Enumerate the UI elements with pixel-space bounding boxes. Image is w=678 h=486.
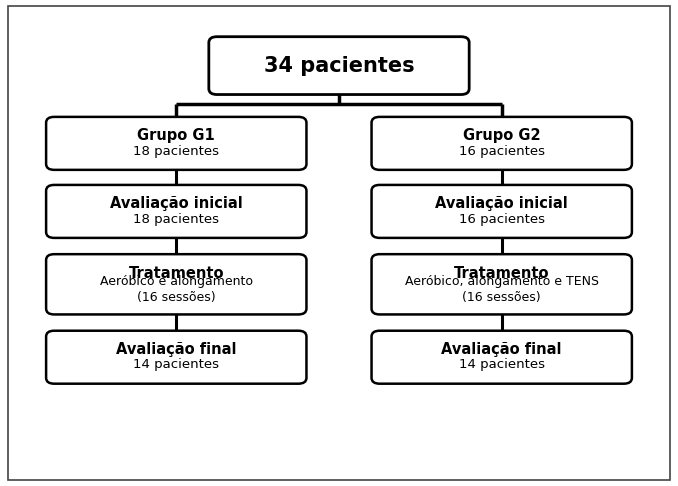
Text: 34 pacientes: 34 pacientes bbox=[264, 55, 414, 76]
FancyBboxPatch shape bbox=[372, 185, 632, 238]
FancyBboxPatch shape bbox=[372, 330, 632, 384]
Text: Avaliação inicial: Avaliação inicial bbox=[110, 196, 243, 211]
Text: Avaliação inicial: Avaliação inicial bbox=[435, 196, 568, 211]
Text: 14 pacientes: 14 pacientes bbox=[134, 359, 219, 371]
Text: Avaliação final: Avaliação final bbox=[441, 342, 562, 357]
FancyBboxPatch shape bbox=[46, 117, 306, 170]
Text: Grupo G1: Grupo G1 bbox=[138, 128, 215, 143]
Text: Tratamento: Tratamento bbox=[454, 266, 549, 281]
FancyBboxPatch shape bbox=[372, 254, 632, 314]
FancyBboxPatch shape bbox=[209, 37, 469, 94]
Text: Tratamento: Tratamento bbox=[129, 266, 224, 281]
Text: Aeróbico, alongamento e TENS
(16 sessões): Aeróbico, alongamento e TENS (16 sessões… bbox=[405, 275, 599, 304]
Text: Avaliação final: Avaliação final bbox=[116, 342, 237, 357]
Text: Grupo G2: Grupo G2 bbox=[463, 128, 540, 143]
Text: 16 pacientes: 16 pacientes bbox=[459, 213, 544, 226]
FancyBboxPatch shape bbox=[46, 330, 306, 384]
FancyBboxPatch shape bbox=[46, 185, 306, 238]
Text: 16 pacientes: 16 pacientes bbox=[459, 145, 544, 157]
FancyBboxPatch shape bbox=[46, 254, 306, 314]
Text: 18 pacientes: 18 pacientes bbox=[134, 213, 219, 226]
Text: Aeróbico e alongamento
(16 sessões): Aeróbico e alongamento (16 sessões) bbox=[100, 275, 253, 304]
Text: 14 pacientes: 14 pacientes bbox=[459, 359, 544, 371]
Text: 18 pacientes: 18 pacientes bbox=[134, 145, 219, 157]
FancyBboxPatch shape bbox=[372, 117, 632, 170]
